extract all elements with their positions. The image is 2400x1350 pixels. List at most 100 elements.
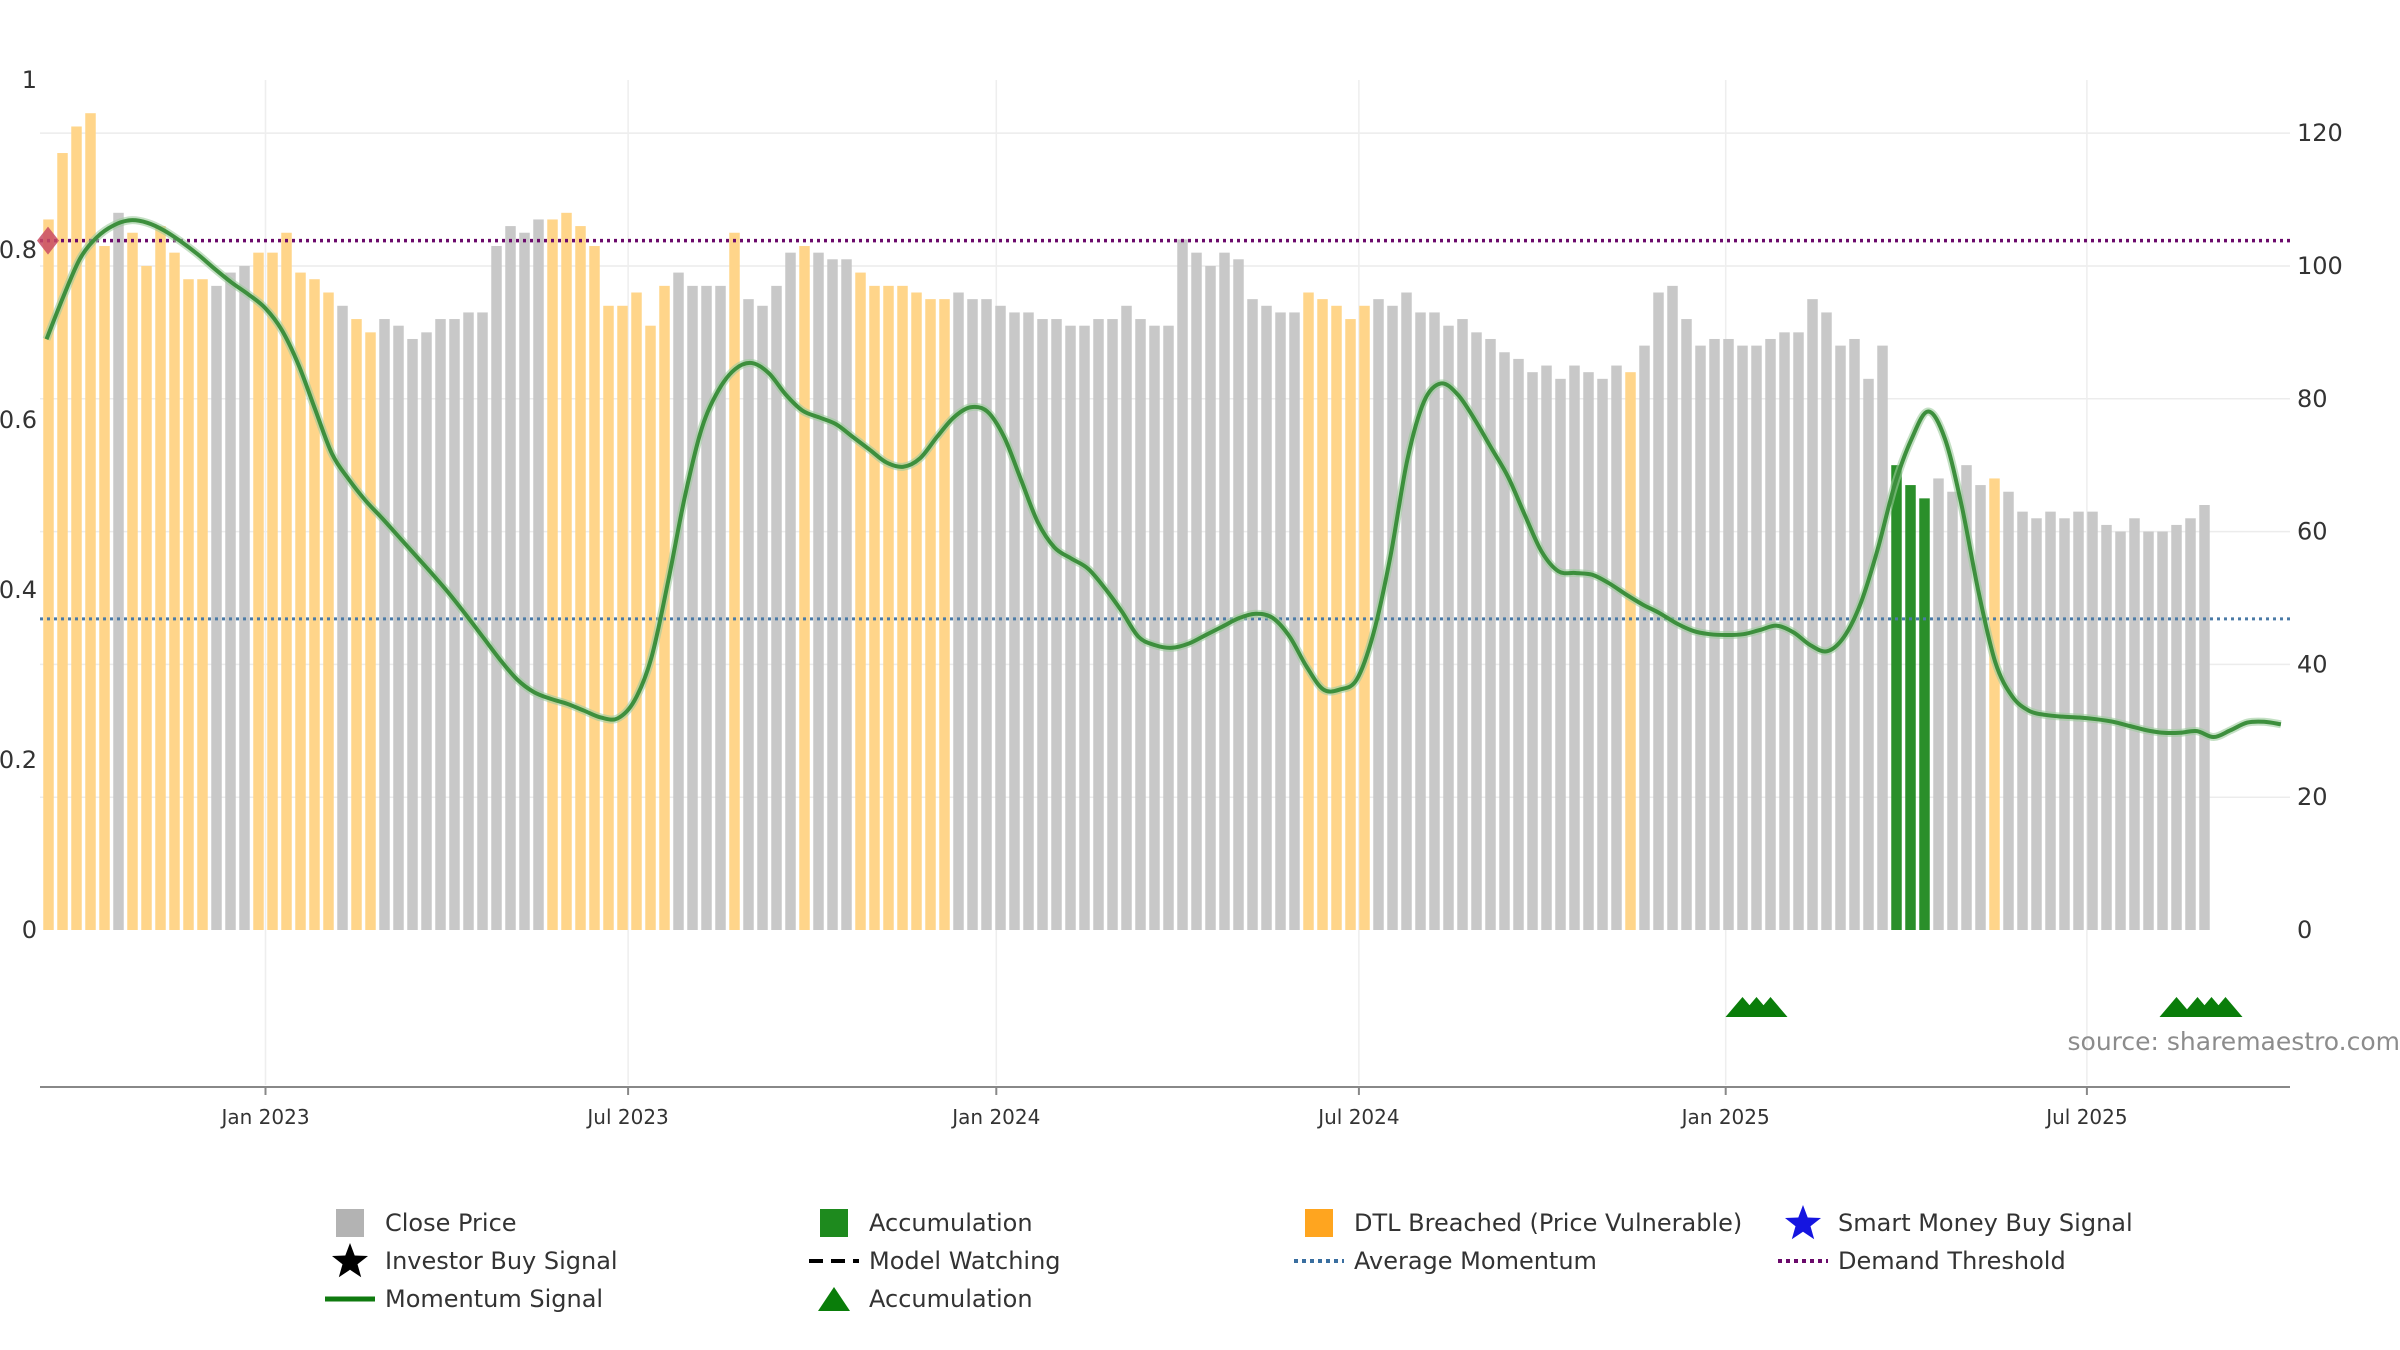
- bar-close-price: [1443, 325, 1454, 930]
- start-marker-diamond: [37, 226, 59, 255]
- bar-close-price: [1541, 365, 1552, 930]
- bar-close-price: [1079, 325, 1090, 930]
- x-tick-label: Jan 2023: [219, 1105, 309, 1129]
- legend-label: Momentum Signal: [385, 1285, 604, 1313]
- bar-dtl-breached: [1989, 478, 2000, 930]
- legend-item-demand-threshold: Demand Threshold: [1778, 1243, 2066, 1279]
- green-line-icon: [325, 1281, 375, 1317]
- bar-close-price: [1639, 345, 1650, 930]
- bar-close-price: [1933, 478, 1944, 930]
- bar-dtl-breached: [1345, 319, 1356, 930]
- bar-dtl-breached: [939, 299, 950, 930]
- bar-close-price: [1065, 325, 1076, 930]
- chart-svg: Jan 2023 Jul 2023 Jan 2024 Jul 2024 Jan 2025…: [0, 66, 2400, 1129]
- bar-dtl-breached: [631, 292, 642, 930]
- bar-dtl-breached: [869, 285, 880, 930]
- bar-dtl-breached: [71, 126, 82, 930]
- bar-close-price: [519, 232, 530, 930]
- legend-label: Investor Buy Signal: [385, 1247, 618, 1275]
- bar-close-price: [701, 285, 712, 930]
- bar-dtl-breached: [1317, 299, 1328, 930]
- accumulation-marker: [1753, 997, 1788, 1017]
- legend-item-dtl-breached: DTL Breached (Price Vulnerable): [1294, 1205, 1742, 1241]
- bar-close-price: [1583, 372, 1594, 930]
- legend-item-accumulation: Accumulation: [809, 1205, 1033, 1241]
- bar-close-price: [1821, 312, 1832, 930]
- bar-dtl-breached: [897, 285, 908, 930]
- bar-dtl-breached: [911, 292, 922, 930]
- bar-dtl-breached: [169, 252, 180, 930]
- x-tick-label: Jan 2025: [1680, 1105, 1770, 1129]
- bar-dtl-breached: [99, 246, 110, 930]
- bar-close-price: [1037, 319, 1048, 930]
- bar-close-price: [1163, 325, 1174, 930]
- x-tick-label: Jul 2023: [585, 1105, 668, 1129]
- legend-label: Smart Money Buy Signal: [1838, 1209, 2133, 1237]
- bar-close-price: [239, 265, 250, 930]
- bar-dtl-breached: [799, 246, 810, 930]
- bar-close-price: [1499, 352, 1510, 930]
- bar-close-price: [1485, 338, 1496, 930]
- right-axis-tick-label: 80: [2297, 385, 2328, 413]
- legend-label: Accumulation: [869, 1285, 1033, 1313]
- x-tick-label: Jul 2025: [2044, 1105, 2127, 1129]
- bar-dtl-breached: [855, 272, 866, 930]
- legend-label: Demand Threshold: [1838, 1247, 2066, 1275]
- bar-dtl-breached: [197, 279, 208, 930]
- bar-dtl-breached: [155, 226, 166, 930]
- source-note: source: sharemaestro.com: [2068, 1027, 2400, 1056]
- bar-dtl-breached: [645, 325, 656, 930]
- green-square-icon: [809, 1205, 859, 1241]
- bar-close-price: [2199, 505, 2210, 930]
- bar-accumulation: [1905, 485, 1916, 930]
- bar-dtl-breached: [43, 219, 54, 930]
- bar-dtl-breached: [575, 226, 586, 930]
- x-tick-label: Jan 2024: [950, 1105, 1040, 1129]
- bar-close-price: [1961, 465, 1972, 930]
- bar-dtl-breached: [729, 232, 740, 930]
- bar-close-price: [407, 338, 418, 930]
- bar-close-price: [491, 246, 502, 930]
- bar-close-price: [1695, 345, 1706, 930]
- bar-close-price: [1429, 312, 1440, 930]
- bar-dtl-breached: [589, 246, 600, 930]
- bar-close-price: [2059, 518, 2070, 930]
- bar-accumulation: [1891, 465, 1902, 930]
- bar-close-price: [1527, 372, 1538, 930]
- bar-dtl-breached: [351, 319, 362, 930]
- left-axis-tick-label: 0.4: [0, 576, 37, 604]
- left-axis-tick-label: 0.2: [0, 746, 37, 774]
- bar-close-price: [1051, 319, 1062, 930]
- bar-close-price: [2017, 511, 2028, 930]
- bar-close-price: [113, 212, 124, 930]
- bar-dtl-breached: [547, 219, 558, 930]
- blue-dotted-line-icon: [1294, 1243, 1344, 1279]
- bar-close-price: [1149, 325, 1160, 930]
- bar-dtl-breached: [281, 232, 292, 930]
- right-axis-tick-label: 0: [2297, 916, 2312, 944]
- bar-dtl-breached: [1625, 372, 1636, 930]
- bar-close-price: [2031, 518, 2042, 930]
- legend-item-momentum-signal: Momentum Signal: [325, 1281, 603, 1317]
- bar-close-price: [1233, 259, 1244, 930]
- bar-close-price: [2045, 511, 2056, 930]
- bar-close-price: [2003, 491, 2014, 930]
- bar-close-price: [1471, 332, 1482, 930]
- legend-item-model-watching: Model Watching: [809, 1243, 1061, 1279]
- bar-close-price: [2185, 518, 2196, 930]
- legend-item-smart-money: Smart Money Buy Signal: [1778, 1205, 2133, 1241]
- bar-close-price: [967, 299, 978, 930]
- bar-close-price: [435, 319, 446, 930]
- bar-close-price: [1009, 312, 1020, 930]
- bar-close-price: [1849, 338, 1860, 930]
- bar-close-price: [1205, 265, 1216, 930]
- bar-close-price: [1191, 252, 1202, 930]
- bar-dtl-breached: [183, 279, 194, 930]
- green-triangle-icon: [809, 1281, 859, 1317]
- legend-item-close-price: Close Price: [325, 1205, 517, 1241]
- bar-close-price: [1415, 312, 1426, 930]
- bar-dtl-breached: [365, 332, 376, 930]
- right-axis-tick-label: 20: [2297, 783, 2328, 811]
- legend: Close Price Accumulation DTL Breached (P…: [0, 1205, 2400, 1325]
- legend-item-average-momentum: Average Momentum: [1294, 1243, 1597, 1279]
